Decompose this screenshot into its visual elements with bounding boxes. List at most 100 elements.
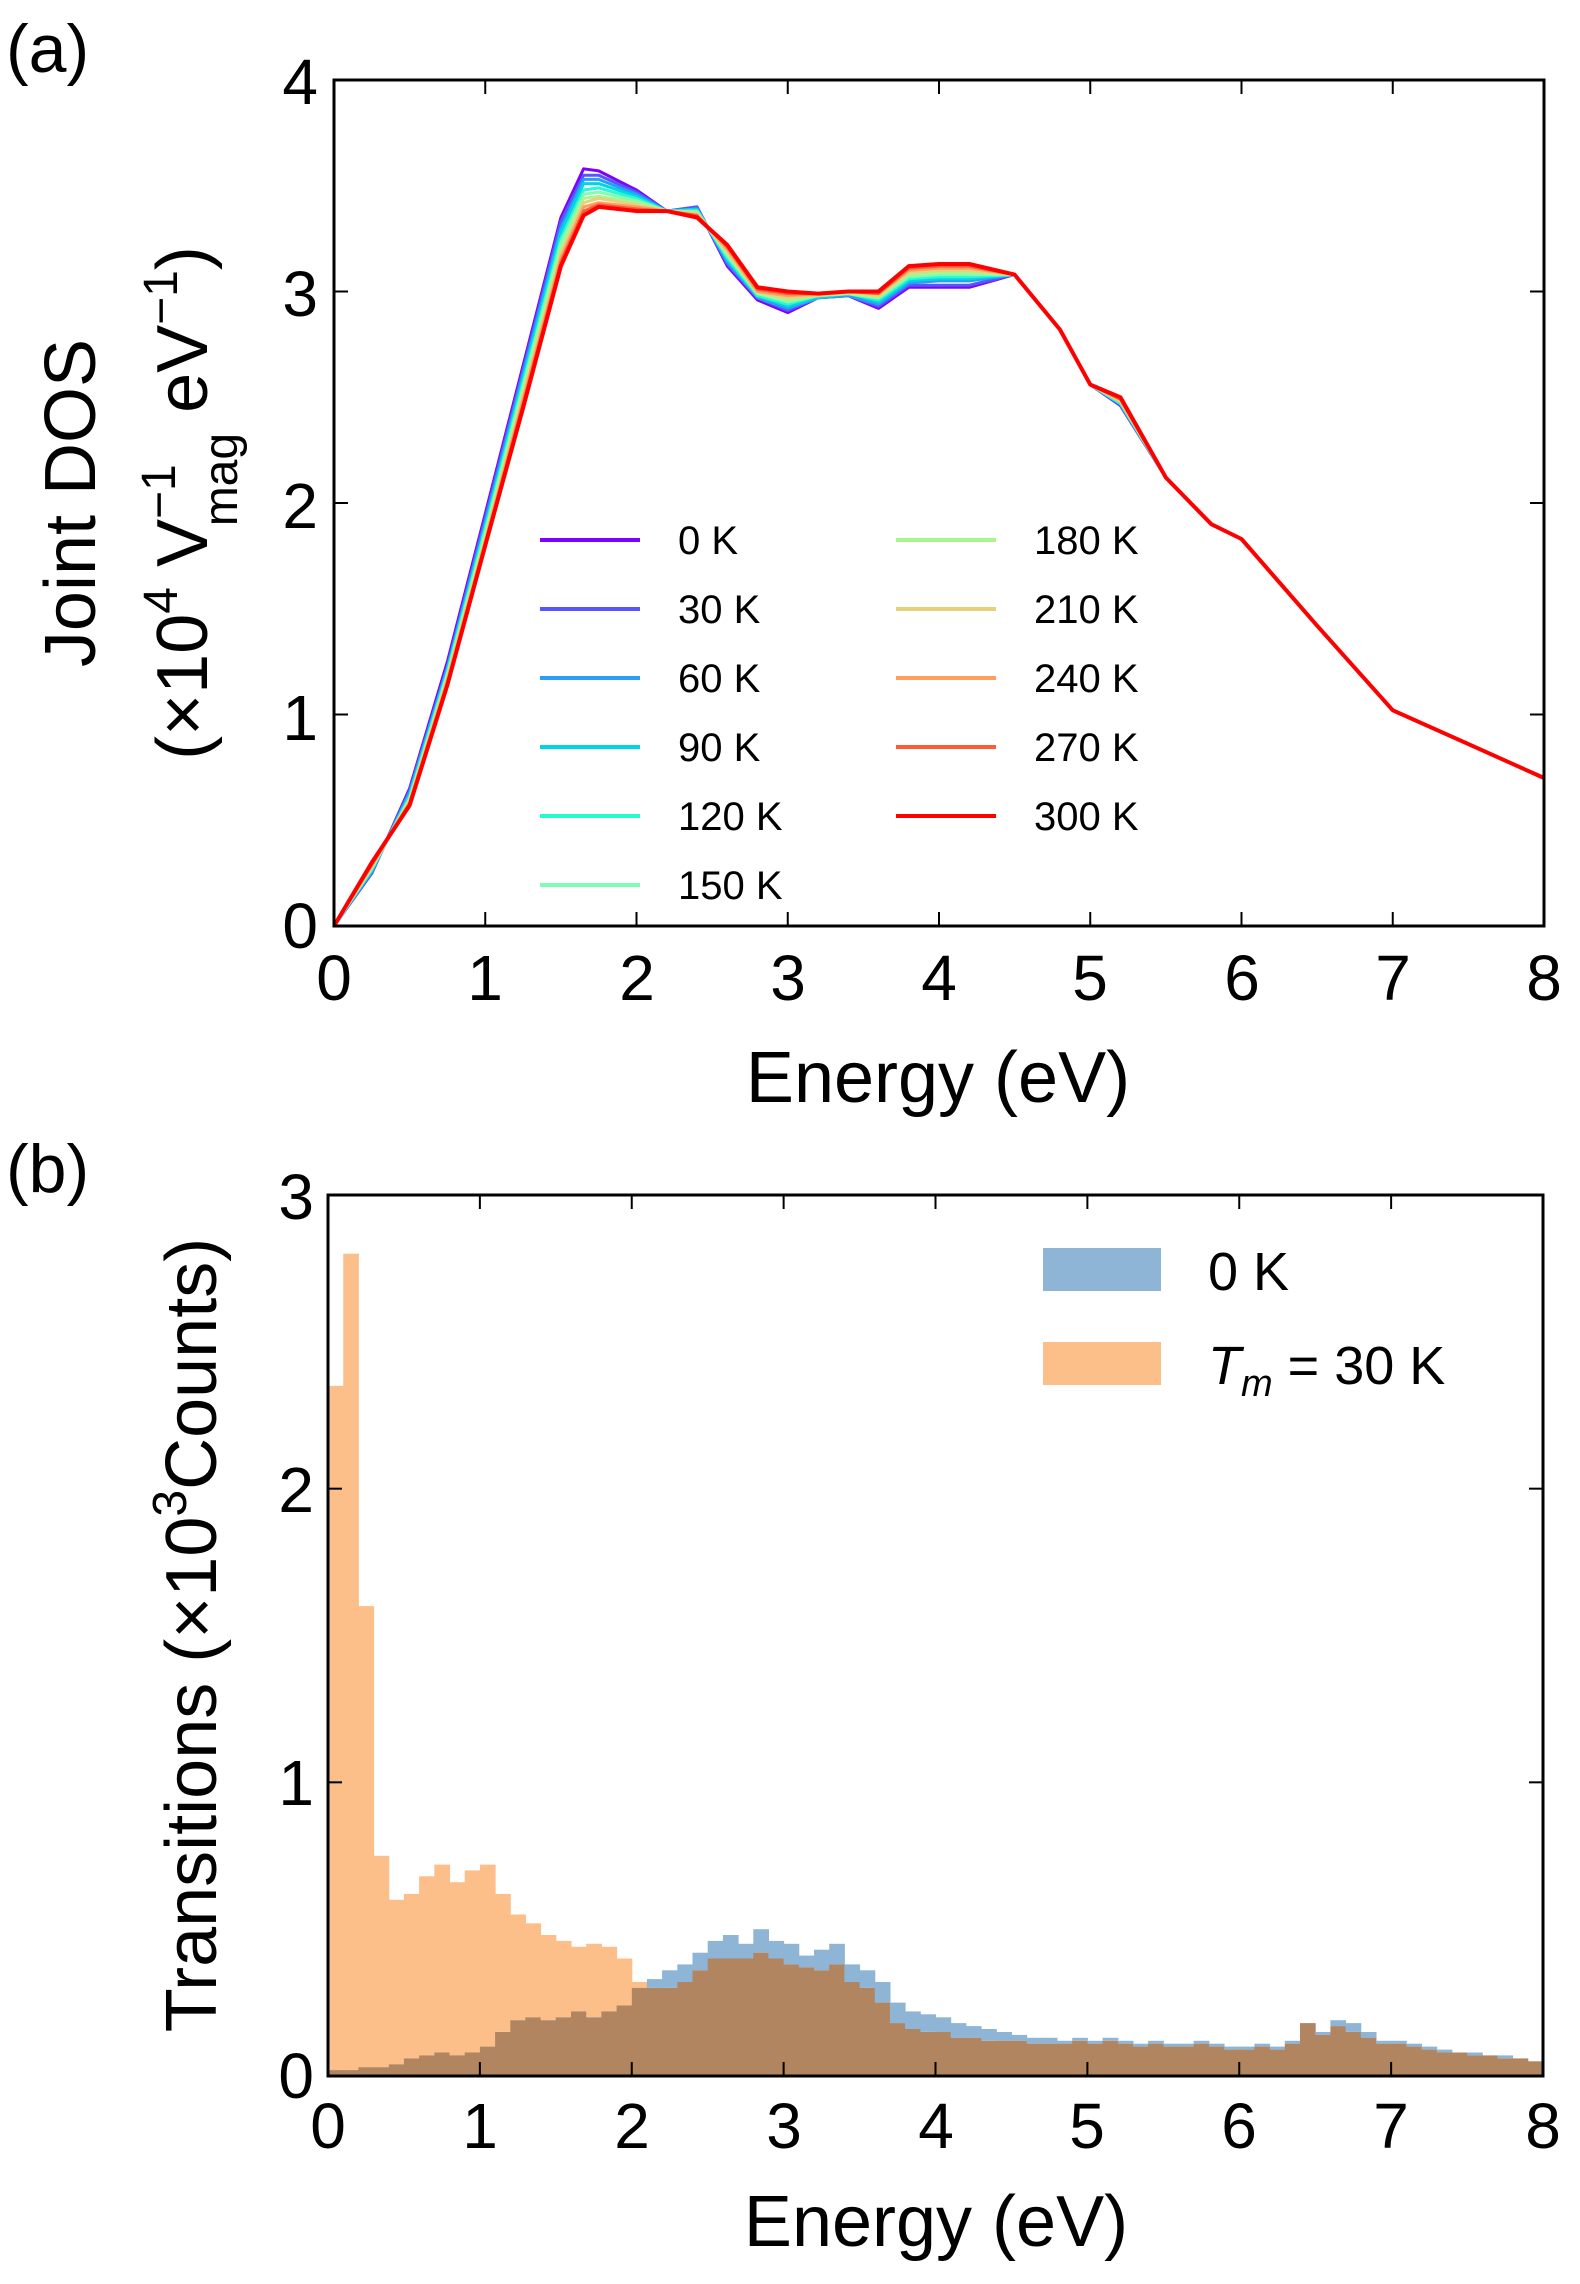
hist-bar-top	[1421, 2046, 1438, 2050]
hist-bar-overlap	[646, 1987, 663, 2076]
hist-bar-top	[1467, 2052, 1483, 2056]
hist-bar-overlap	[1132, 2046, 1149, 2076]
hist-bar-overlap	[1178, 2046, 1195, 2076]
hist-bar-top	[662, 1970, 678, 1988]
legend-label: 210 K	[1034, 588, 1139, 632]
hist-bar-overlap	[768, 1958, 785, 2076]
hist-bar-overlap	[1102, 2040, 1119, 2076]
hist-bar-overlap	[1406, 2046, 1422, 2076]
hist-bar-overlap	[601, 2011, 618, 2076]
hist-bar-top	[1239, 2046, 1255, 2050]
legend-swatch	[1043, 1342, 1161, 1385]
hist-bar-top	[859, 1970, 876, 1988]
hist-bar-top	[889, 2002, 906, 2024]
a-xtick-label: 7	[1375, 942, 1411, 1014]
hist-bar-top	[358, 1606, 375, 2068]
hist-bar-top	[495, 1893, 511, 2032]
hist-bar-top	[388, 1899, 405, 2065]
panel-a-letter: (a)	[6, 11, 89, 87]
hist-bar-top	[814, 1949, 830, 1971]
hist-bar-overlap	[753, 1952, 769, 2076]
hist-bar-top	[373, 1855, 390, 2068]
b-ytick-label: 1	[278, 1747, 314, 1819]
b-ytick-label: 2	[278, 1454, 314, 1526]
hist-bar-top	[464, 1870, 481, 2053]
hist-bar-overlap	[419, 2055, 435, 2076]
hist-bar-top	[571, 1946, 587, 2012]
b-xtick-label: 6	[1221, 2090, 1257, 2162]
panel-a-ytick-labels: 0 1 2 3 4	[282, 46, 318, 962]
a-xtick-label: 2	[619, 942, 655, 1014]
hist-bar-overlap	[1254, 2046, 1271, 2076]
hist-bar-overlap	[358, 2067, 375, 2076]
hist-bar-overlap	[1421, 2049, 1438, 2076]
hist-bar-top	[874, 1982, 891, 2003]
hist-bar-top	[449, 1882, 466, 2056]
hist-bar-top	[1072, 2037, 1088, 2041]
panel-b-x-axis-title: Energy (eV)	[744, 2182, 1128, 2262]
hist-bar-top	[1087, 2040, 1104, 2044]
hist-bar-top	[950, 2023, 967, 2038]
hist-bar-overlap	[1057, 2043, 1073, 2076]
hist-bar-overlap	[662, 1987, 678, 2076]
hist-bar-top	[1436, 2049, 1453, 2053]
hist-bar-overlap	[1527, 2061, 1544, 2076]
hist-bar-overlap	[1117, 2043, 1134, 2076]
hist-bar-top	[829, 1943, 845, 1965]
hist-bar-top	[707, 1940, 724, 1959]
legend-label: 90 K	[678, 726, 761, 770]
hist-bar-top	[1148, 2040, 1164, 2044]
legend-entry: 30 K	[540, 588, 761, 632]
legend-label: 60 K	[678, 657, 761, 701]
hist-bar-top	[1391, 2040, 1407, 2044]
hist-bar-overlap	[434, 2052, 450, 2076]
panel-b-ytick-labels: 0 1 2 3	[278, 1161, 314, 2112]
hist-bar-top	[1330, 2020, 1347, 2027]
hist-bar-top	[586, 1943, 602, 2018]
hist-bar-overlap	[1224, 2049, 1240, 2076]
hist-bar-overlap	[495, 2032, 511, 2076]
hist-bar-top	[1208, 2043, 1225, 2047]
legend-entry: 300 K	[896, 795, 1139, 839]
hist-bar-top	[328, 1385, 344, 2071]
hist-bar-top	[403, 1893, 420, 2059]
hist-bar-top	[419, 1876, 435, 2056]
a-ytick-label: 0	[282, 890, 318, 962]
hist-bar-top	[844, 1964, 861, 1982]
hist-bar-top	[540, 1935, 557, 2021]
hist-bar-top	[434, 1864, 450, 2053]
legend-entry: 180 K	[896, 519, 1139, 563]
hist-bar-top	[646, 1979, 663, 1988]
hist-bar-overlap	[950, 2037, 967, 2076]
hist-bar-overlap	[616, 2005, 633, 2076]
hist-bar-top	[1315, 2032, 1331, 2035]
panel-a-frame	[332, 78, 1546, 928]
hist-bar-top	[1284, 2040, 1301, 2044]
hist-bar-overlap	[1072, 2040, 1088, 2076]
hist-bar-top	[1041, 2037, 1058, 2044]
hist-bar-overlap	[1284, 2043, 1301, 2076]
hist-bar-overlap	[783, 1964, 800, 2076]
hist-bar-overlap	[343, 2070, 359, 2076]
hist-bar-overlap	[525, 2017, 542, 2076]
hist-bar-overlap	[1467, 2055, 1483, 2076]
b-xtick-label: 8	[1525, 2090, 1561, 2162]
a-xtick-label: 1	[467, 942, 503, 1014]
a-xtick-label: 0	[316, 942, 352, 1014]
hist-bar-top	[1375, 2040, 1392, 2044]
hist-bar-top	[905, 2011, 921, 2029]
legend-entry: 270 K	[896, 726, 1139, 770]
hist-bar-top	[601, 1946, 618, 2012]
hist-bar-overlap	[586, 2017, 602, 2076]
a-ytick-label: 4	[282, 46, 318, 118]
hist-bar-overlap	[1345, 2032, 1362, 2076]
hist-bar-overlap	[1375, 2043, 1392, 2076]
hist-bar-top	[981, 2029, 997, 2041]
hist-bar-top	[1254, 2043, 1271, 2047]
legend-entry: 240 K	[896, 657, 1139, 701]
hist-bar-overlap	[1208, 2046, 1225, 2076]
a-ytick-label: 1	[282, 682, 318, 754]
hist-bar-overlap	[889, 2023, 906, 2076]
legend-entry: Tm = 30 K	[1043, 1336, 1445, 1405]
legend-label: 240 K	[1034, 657, 1139, 701]
